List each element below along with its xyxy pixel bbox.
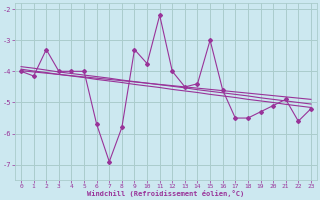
- X-axis label: Windchill (Refroidissement éolien,°C): Windchill (Refroidissement éolien,°C): [87, 190, 244, 197]
